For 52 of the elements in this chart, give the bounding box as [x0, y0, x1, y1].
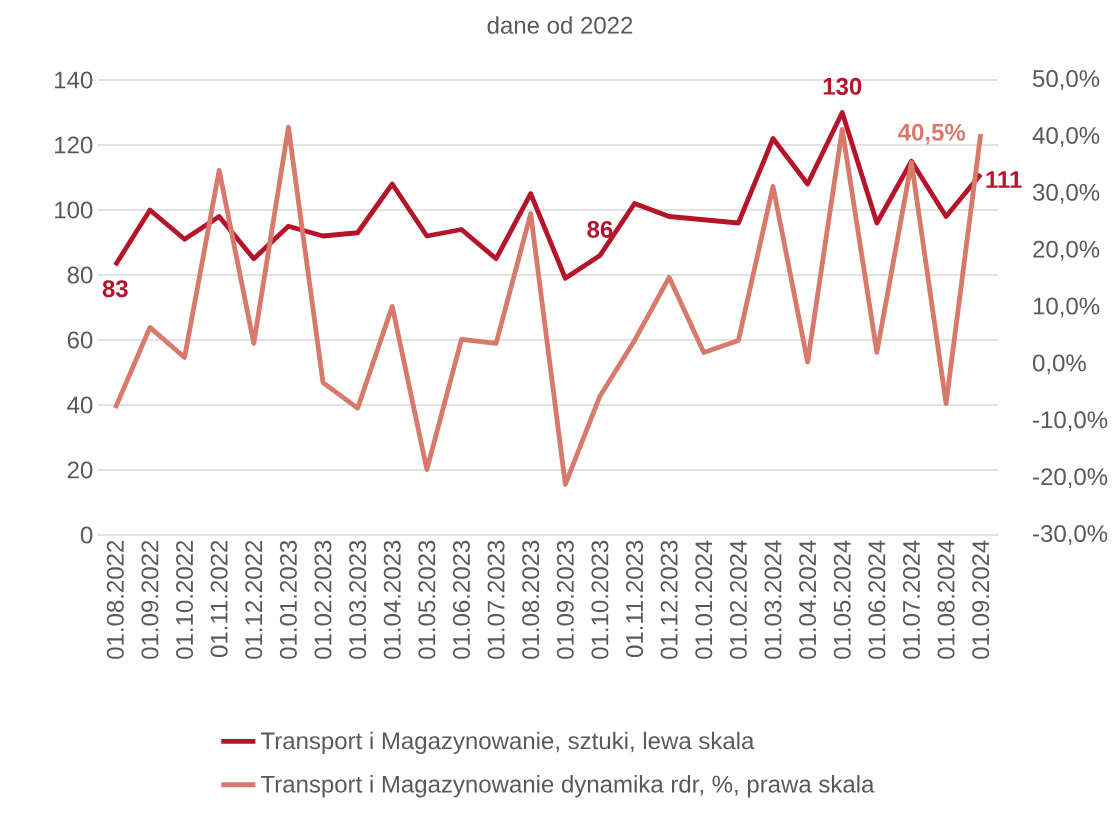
- y2-tick-label: -10,0%: [1033, 411, 1108, 432]
- line-series: [112, 110, 984, 281]
- y2-tick-label: -20,0%: [1033, 468, 1108, 489]
- y2-tick-label: 40,0%: [1032, 126, 1100, 147]
- legend-label: Transport i Magazynowanie dynamika rdr, %, prawa skala: [261, 775, 875, 798]
- y-tick-label: 100: [55, 201, 93, 219]
- y2-tick-label: 20,0%: [1033, 240, 1100, 261]
- y2-tick-label: 50,0%: [1033, 70, 1100, 90]
- y2-tick-label: -30,0%: [1033, 525, 1108, 545]
- x-tick-label: 01.11.2022: [210, 540, 228, 658]
- x-tick-label: 01.11.2023: [626, 540, 644, 658]
- y-tick-label: 40: [67, 396, 93, 414]
- data-label: 83: [102, 280, 128, 298]
- y2-tick-label: 10,0%: [1033, 297, 1100, 318]
- x-tick-label: 01.08.2024: [937, 540, 955, 659]
- y-tick-label: 140: [55, 71, 93, 89]
- x-tick-label: 01.07.2023: [487, 540, 505, 659]
- x-tick-label: 01.12.2022: [245, 540, 263, 659]
- x-tick-label: 01.03.2024: [764, 540, 782, 659]
- x-tick-label: 01.12.2023: [660, 540, 678, 659]
- y-tick-label: 120: [55, 136, 93, 154]
- x-tick-label: 01.09.2022: [141, 540, 159, 659]
- y-tick-label: 0: [80, 526, 93, 544]
- data-label: 40,5%: [898, 123, 966, 145]
- x-tick-label: 01.08.2022: [106, 540, 124, 659]
- chart-title: dane od 2022: [487, 16, 633, 34]
- y-tick-label: 80: [67, 266, 93, 284]
- y2-tick-label: 30,0%: [1032, 183, 1100, 204]
- x-tick-label: 01.06.2024: [868, 540, 886, 659]
- x-tick-label: 01.04.2023: [383, 540, 401, 659]
- data-label: 130: [823, 77, 862, 95]
- x-tick-label: 01.01.2023: [279, 540, 297, 659]
- x-tick-label: 01.08.2023: [522, 540, 540, 659]
- data-label: 111: [986, 171, 1022, 188]
- x-tick-label: 01.09.2023: [556, 540, 574, 659]
- y-tick-label: 20: [67, 461, 93, 479]
- x-tick-label: 01.10.2022: [176, 540, 194, 659]
- x-tick-label: 01.09.2024: [972, 540, 990, 659]
- x-tick-label: 01.02.2023: [314, 540, 332, 659]
- x-tick-label: 01.01.2024: [695, 540, 713, 659]
- x-tick-label: 01.05.2023: [418, 540, 436, 659]
- legend-label: Transport i Magazynowanie, sztuki, lewa skala: [261, 731, 755, 755]
- x-tick-label: 01.02.2024: [729, 540, 747, 659]
- x-tick-label: 01.06.2023: [452, 540, 470, 659]
- x-tick-label: 01.04.2024: [799, 540, 817, 659]
- data-label: 86: [587, 220, 613, 238]
- y-tick-label: 60: [67, 331, 93, 349]
- x-tick-label: 01.05.2024: [833, 540, 851, 659]
- x-tick-label: 01.10.2023: [591, 540, 609, 659]
- x-tick-label: 01.03.2023: [349, 540, 367, 659]
- y2-tick-label: 0,0%: [1032, 354, 1086, 375]
- x-tick-label: 01.07.2024: [902, 540, 920, 659]
